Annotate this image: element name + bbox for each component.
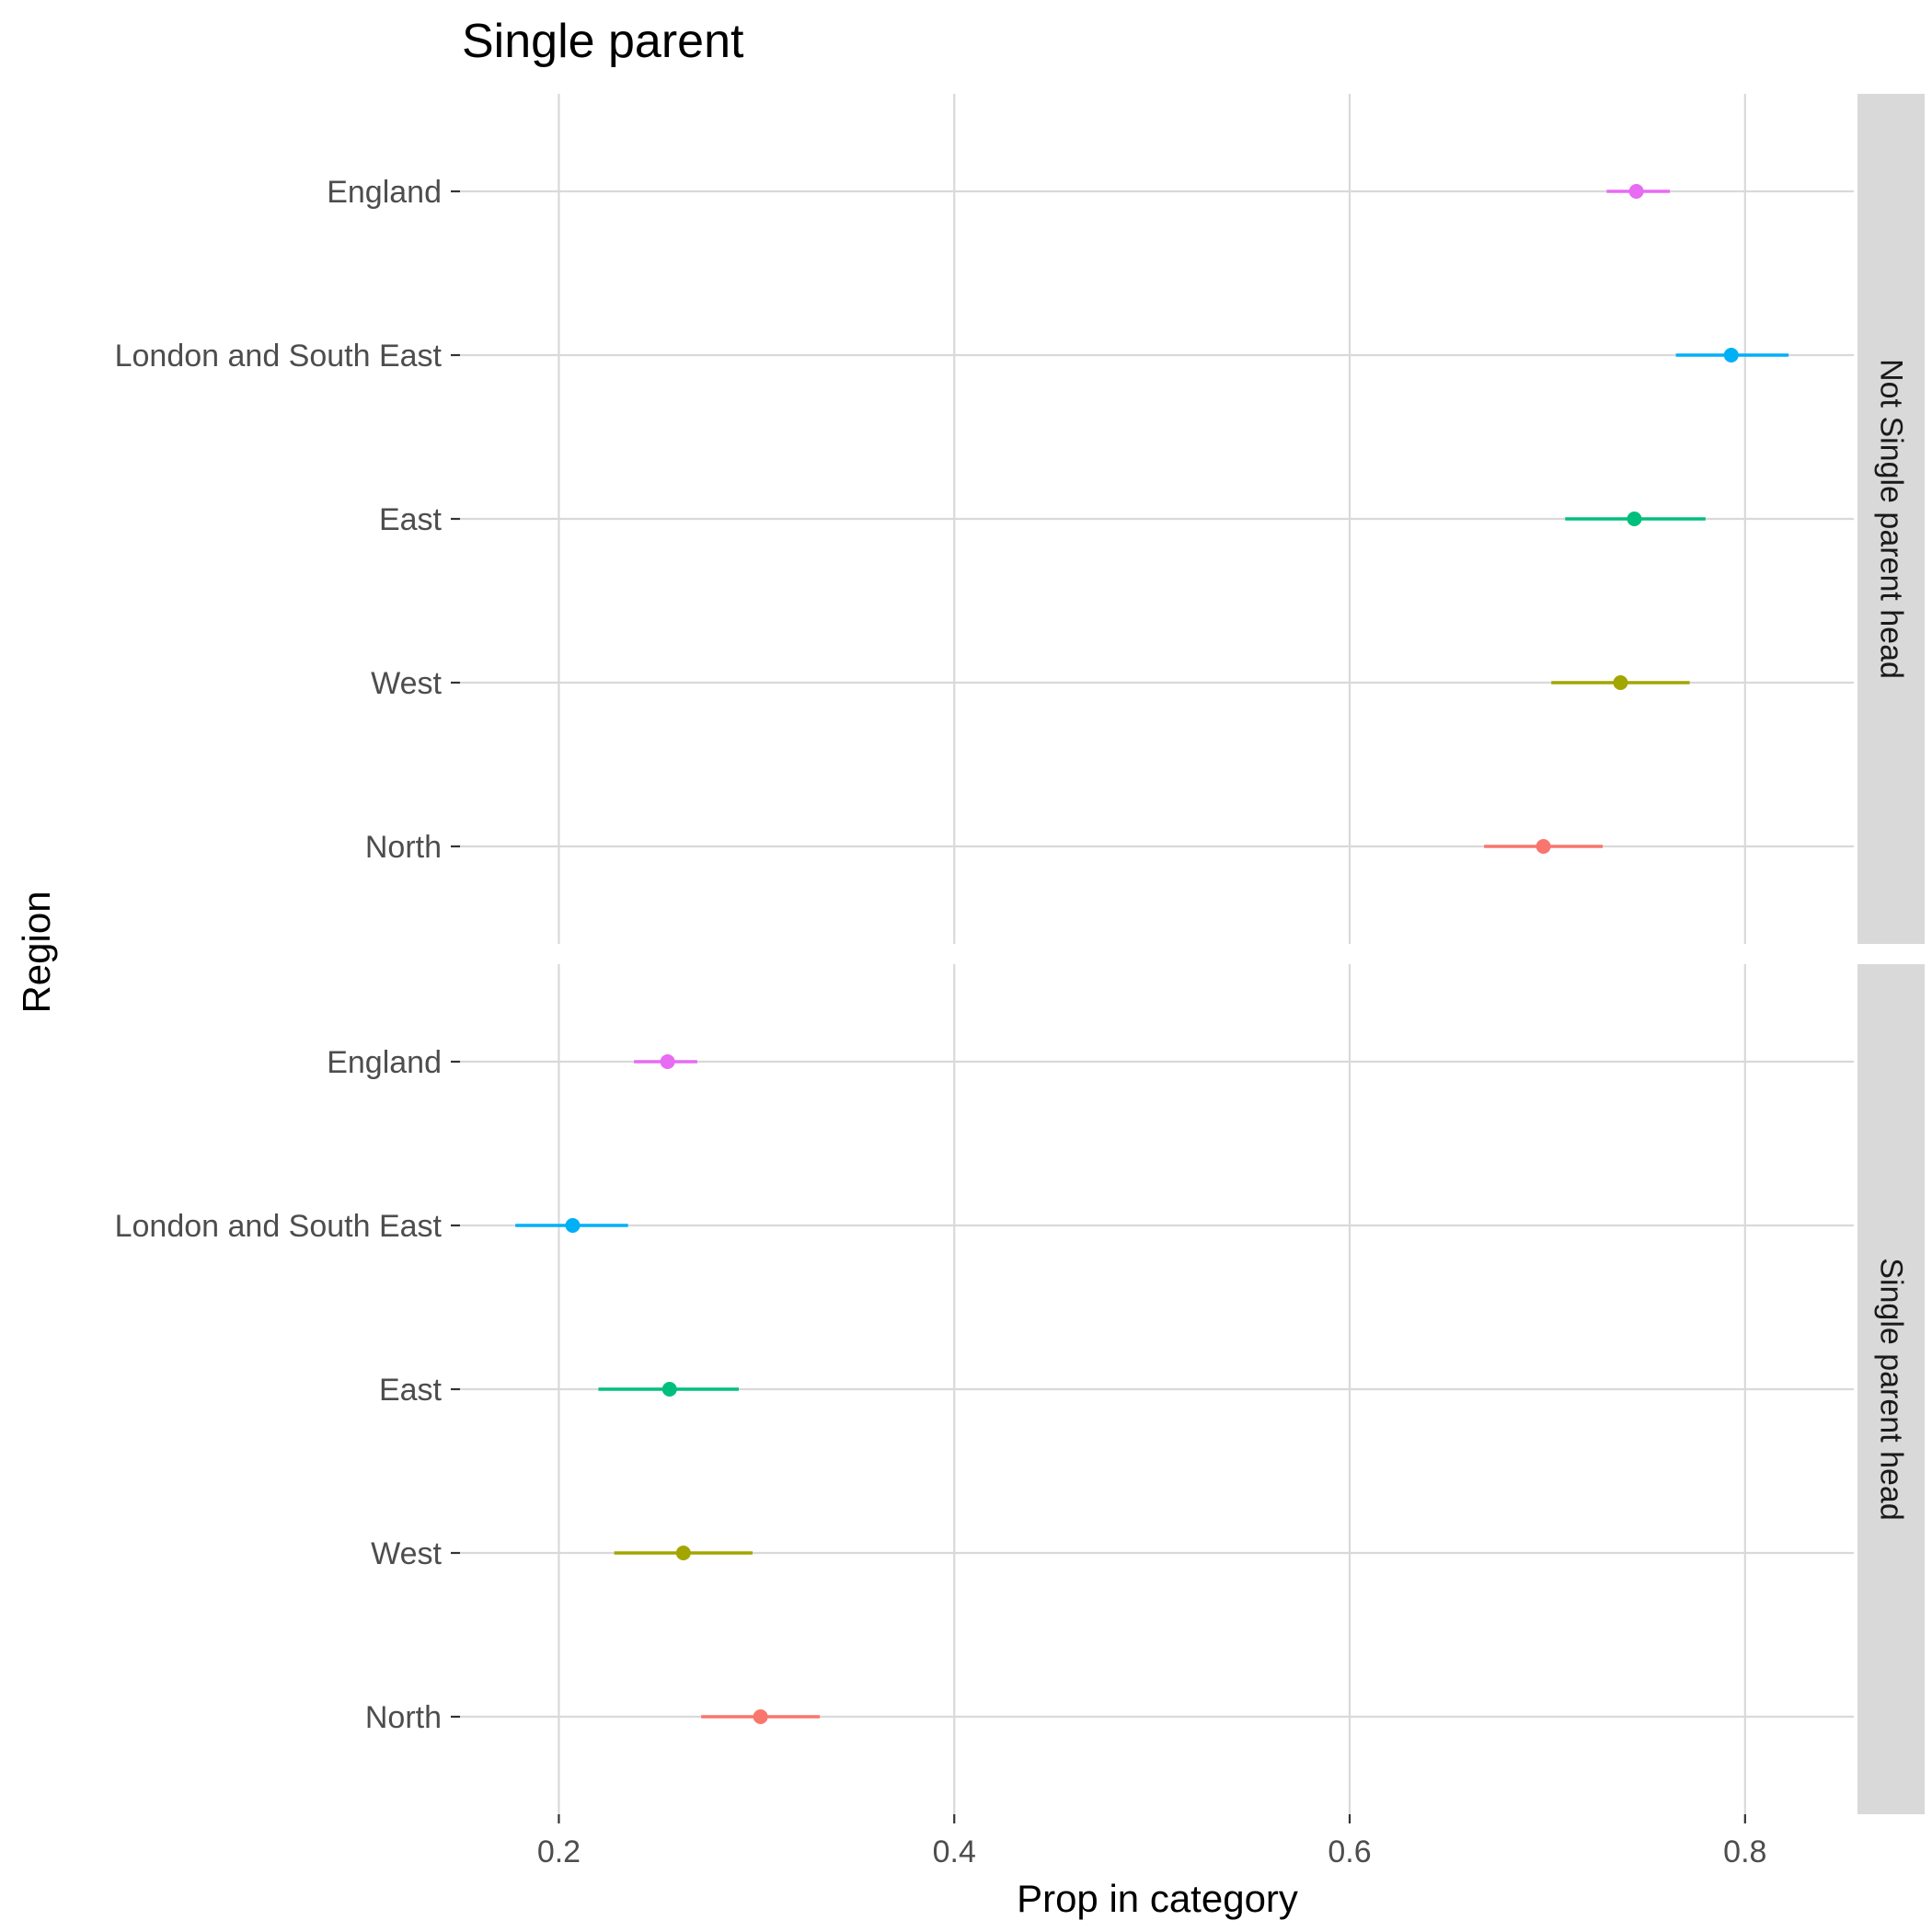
x-axis: 0.2 0.4 0.6 0.8 — [537, 1814, 1766, 1869]
y-tick-label: East — [379, 502, 443, 537]
x-tick-label: 0.2 — [537, 1834, 581, 1869]
y-tick-label: England — [327, 175, 442, 210]
y-tick-label: London and South East — [115, 339, 443, 374]
x-tick-label: 0.4 — [933, 1834, 976, 1869]
plot-panels: North West East London and South East Englan… — [115, 94, 1925, 1814]
panel-not-single-parent-head: North West East London and South East Englan… — [115, 94, 1925, 944]
point-england — [660, 1054, 675, 1069]
y-tick-label: North — [365, 830, 442, 865]
y-tick-label: London and South East — [115, 1209, 443, 1244]
facet-strip — [1857, 94, 1925, 944]
point-west — [675, 1546, 691, 1560]
y-tick-label: North — [365, 1700, 442, 1735]
y-axis-title: Region — [15, 891, 58, 1013]
chart-title: Single parent — [462, 15, 744, 68]
y-tick-label: East — [379, 1373, 443, 1408]
point-london-and-south-east — [1723, 348, 1739, 362]
point-north — [753, 1709, 768, 1724]
y-tick-label: West — [371, 666, 442, 701]
x-tick-label: 0.8 — [1723, 1834, 1766, 1869]
point-east — [1627, 512, 1642, 526]
x-axis-title: Prop in category — [1017, 1877, 1298, 1920]
point-north — [1535, 839, 1551, 854]
y-tick-label: West — [371, 1536, 442, 1571]
point-london-and-south-east — [565, 1218, 581, 1233]
facet-strip — [1857, 964, 1925, 1814]
y-tick-label: England — [327, 1045, 442, 1080]
point-east — [661, 1382, 677, 1397]
panel-single-parent-head: North West East London and South East Englan… — [115, 964, 1925, 1814]
facet-strip-label: Single parent head — [1874, 1258, 1909, 1520]
x-tick-label: 0.6 — [1328, 1834, 1371, 1869]
facet-strip-label: Not Single parent head — [1874, 359, 1909, 679]
point-england — [1628, 184, 1644, 199]
point-west — [1613, 675, 1628, 690]
